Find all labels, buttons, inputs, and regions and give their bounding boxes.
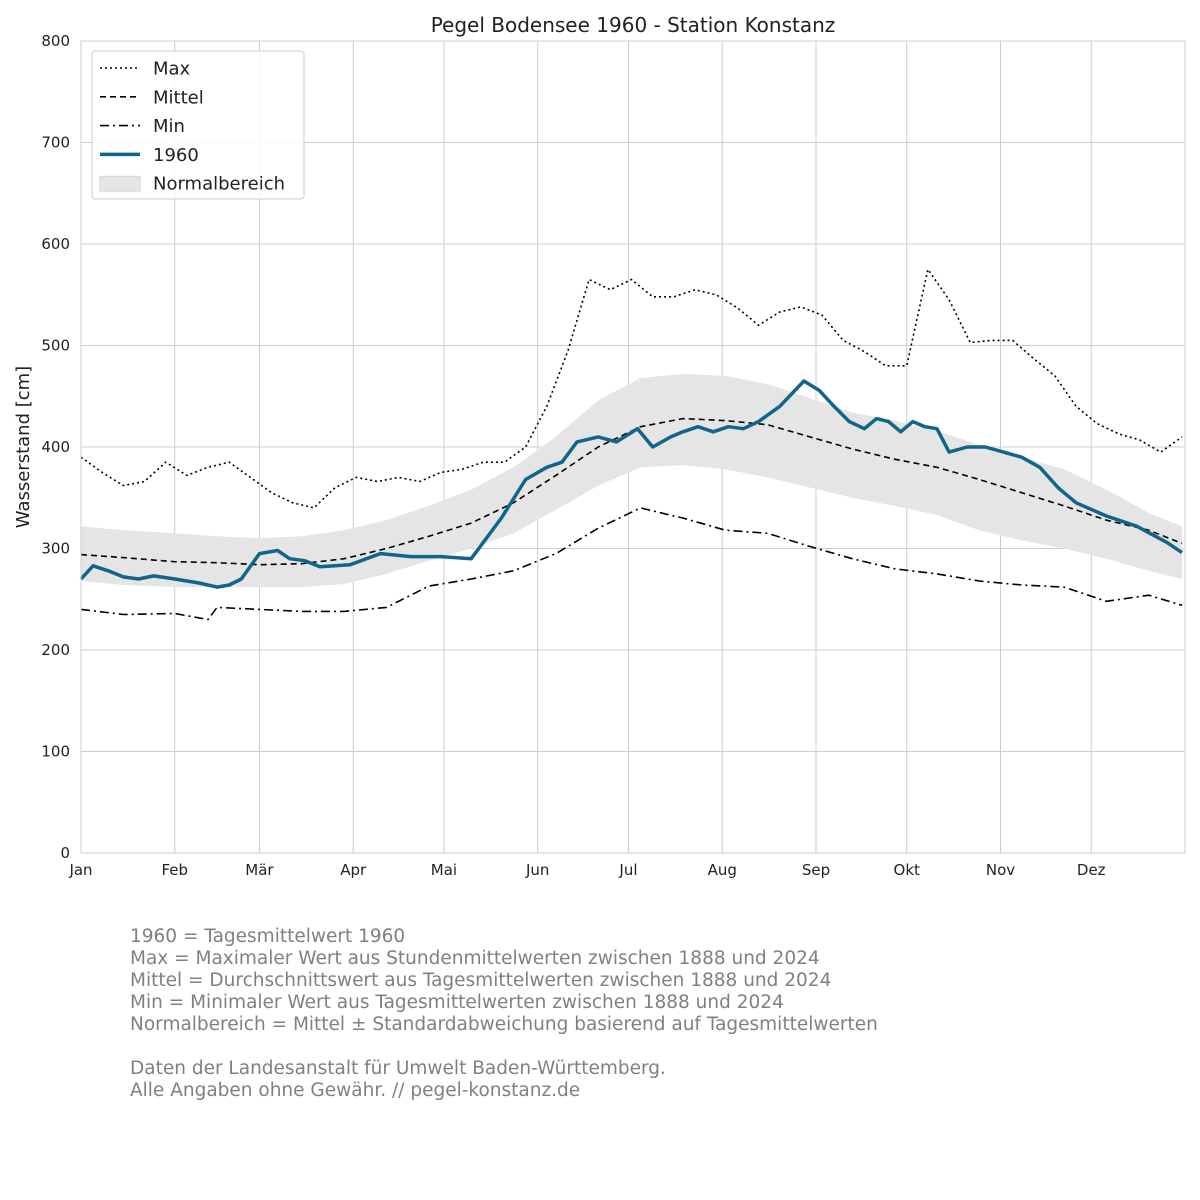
normal-range-band	[81, 373, 1182, 588]
legend-label: 1960	[153, 145, 199, 166]
legend-box	[91, 50, 305, 200]
series-line-mittel	[80, 417, 1183, 566]
x-tick-label: Okt	[894, 861, 920, 879]
x-tick-label: Aug	[708, 861, 737, 879]
source-line-2: Alle Angaben ohne Gewähr. // pegel-konst…	[130, 1080, 581, 1101]
normalbereich-area	[81, 373, 1182, 588]
y-tick-labels: 0 100 200 300 400 500 600 700 800	[41, 32, 70, 862]
x-tick-label: Jun	[525, 861, 549, 879]
x-tick-labels: Jan Feb Mär Apr Mai Jun Jul Aug Sep Okt Nov Dez	[68, 861, 1105, 879]
source-line-1: Daten der Landesanstalt für Umwelt Baden…	[130, 1058, 666, 1079]
x-tick-label: Feb	[161, 861, 188, 879]
series-line-min	[80, 507, 1183, 621]
x-tick-label: Mai	[431, 861, 457, 879]
y-tick-label: 500	[41, 337, 70, 355]
legend-label: Max	[153, 59, 191, 80]
water-level-chart: Pegel Bodensee 1960 - Station Konstanz 0…	[13, 13, 1186, 879]
x-tick-label: Mär	[245, 861, 274, 879]
y-tick-label: 200	[41, 641, 70, 659]
legend: Max Mittel Min 1960 Normalbereich	[91, 50, 305, 200]
y-axis-label: Wasserstand [cm]	[13, 366, 34, 528]
x-tick-label: Jul	[618, 861, 637, 879]
note-min: Min = Minimaler Wert aus Tagesmittelwert…	[130, 992, 784, 1013]
x-tick-label: Sep	[802, 861, 830, 879]
x-tick-label: Dez	[1077, 861, 1106, 879]
footnotes: 1960 = Tagesmittelwert 1960 Max = Maxima…	[130, 926, 878, 1102]
x-tick-label: Apr	[340, 861, 367, 879]
series-line-max	[80, 268, 1183, 509]
x-tick-label: Nov	[986, 861, 1015, 879]
note-max: Max = Maximaler Wert aus Stundenmittelwe…	[130, 948, 820, 969]
y-tick-label: 300	[41, 540, 70, 558]
legend-label: Min	[153, 116, 185, 137]
y-tick-label: 600	[41, 235, 70, 253]
legend-swatch-normalbereich	[99, 175, 141, 192]
y-tick-label: 100	[41, 743, 70, 761]
y-tick-label: 400	[41, 438, 70, 456]
y-tick-label: 0	[60, 844, 70, 862]
plot-frame	[80, 40, 1186, 854]
legend-label: Normalbereich	[153, 174, 285, 195]
note-normalbereich: Normalbereich = Mittel ± Standardabweich…	[130, 1014, 878, 1035]
note-mittel: Mittel = Durchschnittswert aus Tagesmitt…	[130, 970, 832, 991]
note-1960: 1960 = Tagesmittelwert 1960	[130, 926, 406, 947]
y-tick-label: 700	[41, 134, 70, 152]
x-tick-label: Jan	[68, 861, 92, 879]
chart-title: Pegel Bodensee 1960 - Station Konstanz	[431, 13, 836, 37]
legend-label: Mittel	[153, 87, 204, 108]
series-line-1960	[79, 379, 1183, 589]
series-lines	[79, 268, 1183, 621]
y-tick-label: 800	[41, 32, 70, 50]
